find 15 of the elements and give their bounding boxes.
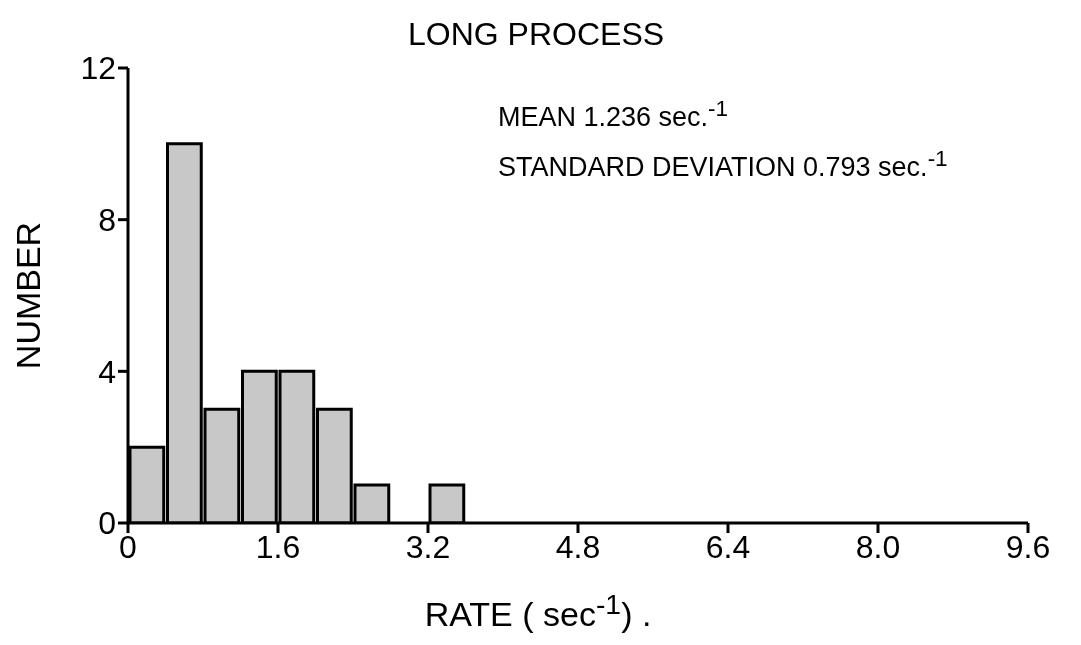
y-tick-label: 12 <box>80 50 116 87</box>
y-tick-label: 4 <box>98 353 116 390</box>
x-tick-label: 4.8 <box>555 528 601 565</box>
x-tick-label: 9.6 <box>1005 528 1051 565</box>
x-tick-label: 1.6 <box>255 528 301 565</box>
y-tick-label: 8 <box>98 202 116 239</box>
chart-title: LONG PROCESS <box>408 16 665 53</box>
annotation: STANDARD DEVIATION 0.793 sec.$^{-1}$ <box>498 145 948 184</box>
x-tick-label: 3.2 <box>405 528 451 565</box>
y-axis-title: NUMBER <box>9 221 48 370</box>
annotation: MEAN 1.236 sec.$^{-1}$ <box>498 95 730 134</box>
x-tick-label: 6.4 <box>705 528 751 565</box>
x-tick-label: 8.0 <box>855 528 901 565</box>
y-tick-label: 0 <box>98 505 116 542</box>
x-axis-title: RATE ( sec$^{-1}$) . <box>424 588 652 634</box>
